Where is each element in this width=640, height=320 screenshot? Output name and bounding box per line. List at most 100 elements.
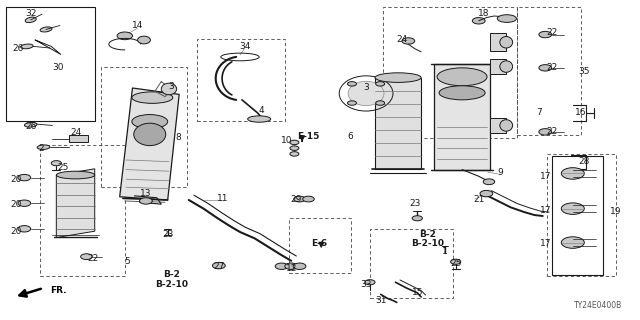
Text: 8: 8	[175, 133, 180, 142]
Text: 31: 31	[375, 296, 387, 305]
Text: 20: 20	[10, 175, 22, 184]
Ellipse shape	[480, 190, 493, 197]
Ellipse shape	[561, 203, 584, 214]
Text: 22: 22	[546, 63, 557, 72]
Ellipse shape	[18, 174, 31, 181]
Text: 15: 15	[412, 288, 423, 297]
Ellipse shape	[212, 262, 225, 269]
Text: 24: 24	[396, 36, 408, 44]
Text: 4: 4	[259, 106, 264, 115]
Ellipse shape	[285, 263, 298, 269]
Bar	[383, 7, 517, 138]
Text: 24: 24	[70, 128, 81, 137]
Text: 30: 30	[52, 63, 63, 72]
Ellipse shape	[294, 196, 305, 202]
Text: 22: 22	[546, 127, 557, 136]
Circle shape	[290, 140, 299, 145]
Ellipse shape	[500, 61, 513, 72]
Polygon shape	[434, 64, 490, 170]
Text: 20: 20	[10, 200, 22, 209]
Text: TY24E0400B: TY24E0400B	[574, 301, 622, 310]
Ellipse shape	[412, 216, 422, 221]
Text: 21: 21	[473, 195, 484, 204]
Text: 25: 25	[450, 260, 461, 268]
Text: 3: 3	[169, 82, 174, 91]
Text: 11: 11	[217, 194, 228, 203]
Ellipse shape	[539, 65, 552, 71]
Ellipse shape	[497, 15, 516, 22]
Ellipse shape	[293, 263, 306, 269]
Ellipse shape	[25, 17, 36, 23]
Bar	[6, 7, 95, 121]
Bar	[40, 145, 125, 276]
Ellipse shape	[56, 171, 95, 179]
Text: 33: 33	[360, 280, 372, 289]
Text: 26: 26	[25, 122, 36, 131]
Text: 25: 25	[57, 163, 68, 172]
Polygon shape	[490, 33, 506, 51]
Text: 17: 17	[540, 172, 551, 181]
Bar	[370, 229, 453, 298]
Bar	[69, 135, 88, 142]
Ellipse shape	[348, 81, 384, 106]
Circle shape	[376, 82, 385, 86]
Text: 26: 26	[12, 44, 24, 53]
Ellipse shape	[18, 226, 31, 232]
Text: 12: 12	[285, 264, 297, 273]
Ellipse shape	[303, 196, 314, 202]
Text: B-2-10: B-2-10	[155, 280, 188, 289]
Text: B-2-10: B-2-10	[411, 239, 444, 248]
Text: 7: 7	[536, 108, 541, 117]
Ellipse shape	[161, 83, 177, 95]
Ellipse shape	[138, 36, 150, 44]
Bar	[6, 7, 95, 121]
Text: 17: 17	[540, 206, 551, 215]
Text: 29: 29	[290, 196, 301, 204]
Polygon shape	[490, 59, 506, 74]
Text: 22: 22	[546, 28, 557, 37]
Ellipse shape	[24, 123, 37, 127]
Ellipse shape	[37, 145, 50, 149]
Polygon shape	[490, 118, 506, 133]
Ellipse shape	[500, 36, 513, 48]
Text: 10: 10	[281, 136, 292, 145]
Text: B-2: B-2	[419, 230, 436, 239]
Text: 17: 17	[540, 239, 551, 248]
Text: 2: 2	[39, 144, 44, 153]
Ellipse shape	[365, 280, 375, 285]
Text: 1: 1	[442, 247, 447, 256]
Ellipse shape	[561, 168, 584, 179]
Ellipse shape	[483, 179, 495, 185]
Ellipse shape	[539, 31, 552, 38]
Ellipse shape	[40, 27, 52, 32]
Ellipse shape	[81, 254, 92, 260]
Text: 28: 28	[578, 157, 589, 166]
Text: 19: 19	[610, 207, 621, 216]
Text: 16: 16	[575, 108, 587, 117]
Ellipse shape	[248, 116, 271, 122]
Text: E-15: E-15	[298, 132, 319, 141]
Circle shape	[348, 101, 356, 105]
Ellipse shape	[375, 73, 421, 83]
Text: B-2: B-2	[163, 270, 180, 279]
Ellipse shape	[140, 198, 152, 204]
Text: 20: 20	[10, 227, 22, 236]
Text: 23: 23	[409, 199, 420, 208]
Circle shape	[348, 82, 356, 86]
Ellipse shape	[18, 200, 31, 206]
Ellipse shape	[20, 44, 33, 49]
Text: 27: 27	[213, 262, 225, 271]
Ellipse shape	[132, 92, 173, 103]
Polygon shape	[56, 169, 95, 237]
Circle shape	[290, 146, 299, 150]
Bar	[197, 39, 285, 121]
Text: 14: 14	[132, 21, 143, 30]
Text: E-6: E-6	[310, 239, 327, 248]
Text: FR.: FR.	[50, 286, 67, 295]
Bar	[547, 154, 616, 276]
Ellipse shape	[51, 161, 61, 166]
Ellipse shape	[402, 38, 415, 44]
Text: 23: 23	[162, 230, 173, 239]
Text: 34: 34	[239, 42, 250, 51]
Ellipse shape	[472, 18, 485, 24]
